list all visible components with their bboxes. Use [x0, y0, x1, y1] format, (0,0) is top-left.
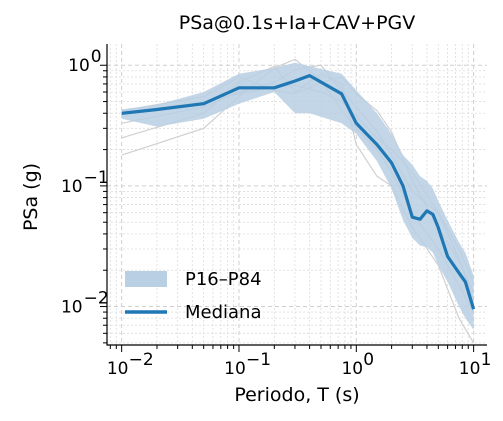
legend-median-label: Mediana: [185, 302, 262, 323]
y-tick-label: 10: [68, 56, 90, 76]
tick-labels: 10 −2 10 −1 10 0 10 110 −210 −110 0: [61, 47, 492, 379]
x-tick-label: 10: [341, 359, 363, 379]
y-tick-label: 10: [61, 177, 83, 197]
x-axis-label: Periodo, T (s): [234, 384, 359, 406]
legend: P16–P84 Mediana: [125, 269, 262, 323]
chart-title: PSa@0.1s+Ia+CAV+PGV: [179, 12, 416, 34]
legend-band-swatch: [125, 271, 167, 287]
x-tick-exponent: 0: [363, 350, 374, 370]
x-tick-label: 10: [107, 359, 129, 379]
y-axis-label: PSa (g): [20, 163, 42, 231]
x-tick-exponent: 1: [481, 350, 492, 370]
y-tick-exponent: −2: [84, 289, 109, 309]
x-tick-exponent: −2: [129, 350, 154, 370]
x-tick-label: 10: [224, 359, 246, 379]
y-tick-exponent: 0: [91, 47, 102, 67]
x-tick-exponent: −1: [246, 350, 271, 370]
y-tick-exponent: −1: [84, 168, 109, 188]
median-line: [121, 74, 476, 310]
x-tick-label: 10: [459, 359, 481, 379]
legend-band-label: P16–P84: [185, 269, 262, 290]
axes: [100, 44, 487, 352]
p16-p84-band: [121, 62, 474, 330]
y-tick-label: 10: [61, 298, 83, 318]
